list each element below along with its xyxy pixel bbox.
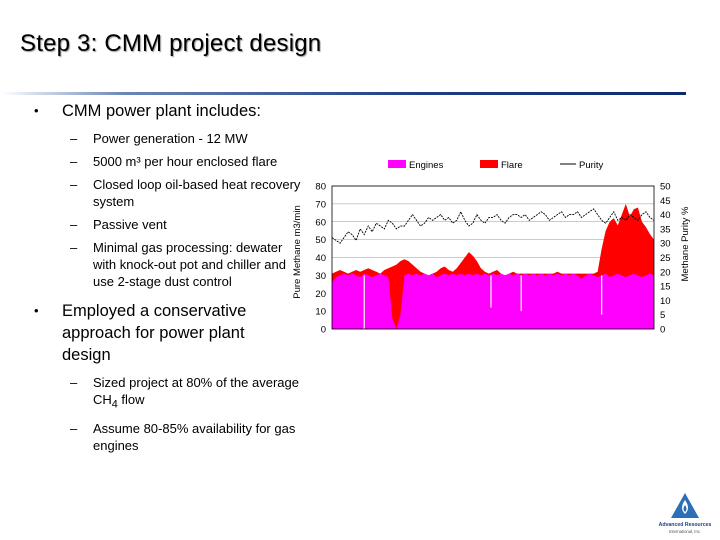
- company-logo: Advanced Resources International, Inc.: [659, 493, 712, 534]
- sub-bullet-passive-vent: – Passive vent: [30, 216, 301, 233]
- series-purity-line: [331, 208, 655, 244]
- sub-bullet-text: Sized project at 80% of the average CH: [93, 375, 299, 407]
- dash-marker: –: [70, 154, 78, 169]
- y2-tick-label: 15: [660, 282, 671, 293]
- y2-tick-label: 10: [660, 296, 671, 307]
- y-tick-label: 20: [315, 289, 326, 300]
- y-axis-title: Pure Methane m3/min: [292, 205, 303, 298]
- sub-bullet-text: Assume 80-85% availability for gas engin…: [93, 420, 296, 453]
- logo-text-line1: Advanced Resources: [659, 522, 712, 528]
- y-tick-label: 10: [315, 307, 326, 318]
- y2-tick-label: 20: [660, 267, 671, 278]
- y2-tick-label: 50: [660, 182, 671, 193]
- slide-title: Step 3: CMM project design: [20, 30, 322, 57]
- bullet-text: CMM power plant includes:: [62, 102, 261, 120]
- sub-bullet-text: Minimal gas processing: dewater with kno…: [93, 240, 286, 289]
- legend-swatch-engines: [388, 160, 406, 168]
- bullet-marker: •: [34, 303, 39, 318]
- sub-bullet-power-generation: – Power generation - 12 MW: [30, 130, 301, 147]
- bullet-power-plant: • CMM power plant includes:: [30, 100, 270, 122]
- subscript-4: 4: [111, 398, 118, 411]
- dash-marker: –: [70, 240, 78, 255]
- y-tick-label: 50: [315, 235, 326, 246]
- title-underline: [0, 92, 686, 95]
- sub-bullet-availability: – Assume 80-85% availability for gas eng…: [30, 420, 301, 454]
- y2-tick-label: 45: [660, 196, 671, 207]
- legend-label-purity: Purity: [579, 160, 604, 171]
- legend-label-flare: Flare: [501, 160, 523, 171]
- dash-marker: –: [70, 420, 78, 436]
- dash-marker: –: [70, 217, 78, 232]
- y2-tick-label: 0: [660, 325, 665, 336]
- y2-tick-label: 25: [660, 253, 671, 264]
- bullet-list: • CMM power plant includes: – Power gene…: [30, 100, 300, 460]
- sub-bullet-gas-processing: – Minimal gas processing: dewater with k…: [30, 239, 301, 290]
- legend-swatch-flare: [480, 160, 498, 168]
- plot-frame: [331, 185, 655, 330]
- sub-bullet-sized-project: – Sized project at 80% of the average CH…: [30, 374, 301, 414]
- y-tick-label: 0: [321, 325, 326, 336]
- sub-bullet-flare: – 5000 m³ per hour enclosed flare: [30, 153, 301, 170]
- y2-tick-label: 35: [660, 224, 671, 235]
- bullet-conservative-approach: • Employed a conservative approach for p…: [30, 300, 270, 366]
- y2-axis-title: Methane Purity %: [680, 206, 691, 282]
- sub-bullet-text: 5000 m³ per hour enclosed flare: [93, 154, 278, 169]
- sub-bullet-text: Passive vent: [93, 217, 167, 232]
- y2-tick-label: 5: [660, 310, 665, 321]
- y2-tick-label: 30: [660, 239, 671, 250]
- sub-bullet-text-end: flow: [117, 392, 145, 407]
- bullet-text: Employed a conservative approach for pow…: [62, 302, 247, 364]
- dash-marker: –: [70, 177, 78, 192]
- legend-label-engines: Engines: [409, 160, 444, 171]
- dash-marker: –: [70, 131, 78, 146]
- dash-marker: –: [70, 375, 78, 390]
- bullet-marker: •: [34, 103, 39, 118]
- sub-bullet-heat-recovery: – Closed loop oil-based heat recovery sy…: [30, 176, 301, 210]
- sub-bullet-text: Closed loop oil-based heat recovery syst…: [93, 177, 301, 209]
- chart-legend: Engines Flare Purity: [388, 160, 604, 171]
- y-tick-label: 80: [315, 182, 326, 193]
- y-tick-label: 40: [315, 253, 326, 264]
- y-tick-label: 30: [315, 271, 326, 282]
- y2-tick-label: 40: [660, 210, 671, 221]
- y-tick-label: 60: [315, 217, 326, 228]
- sub-bullet-text: Power generation - 12 MW: [93, 131, 248, 146]
- series-engines-area: [332, 273, 654, 329]
- logo-text-line2: International, Inc.: [669, 529, 701, 534]
- y-tick-label: 70: [315, 199, 326, 210]
- methane-chart: Engines Flare Purity Pure Methane m3/min…: [292, 160, 691, 336]
